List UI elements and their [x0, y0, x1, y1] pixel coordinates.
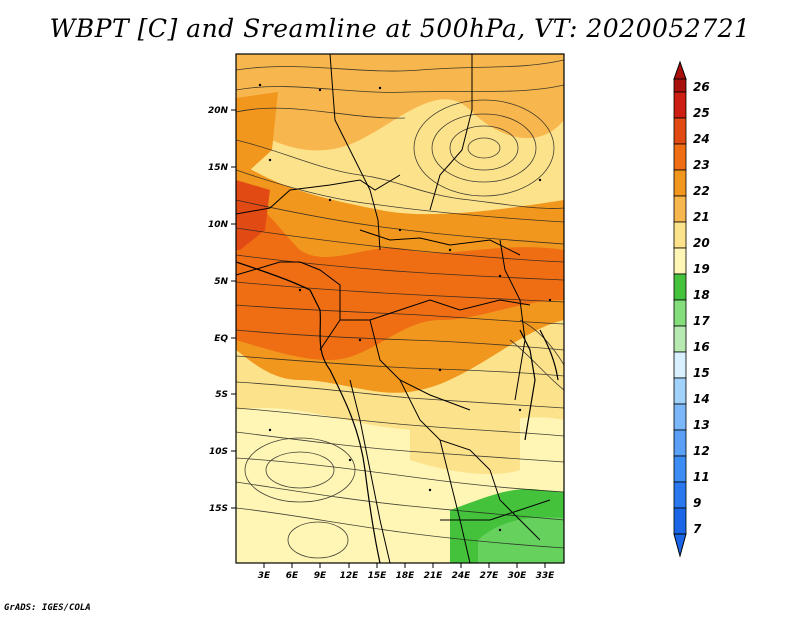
lon-tick-33e: 33E: [536, 571, 556, 581]
lat-tick-10s: 10S: [209, 447, 228, 457]
lat-tick-eq: EQ: [214, 334, 228, 344]
colorbar: 26 25 24 23 22 21 20 19 18 17 16 15 14 1…: [673, 60, 710, 558]
colorbar-arrow-bottom: [673, 533, 687, 558]
chart-title: WBPT [C] and Sreamline at 500hPa, VT: 20…: [49, 14, 751, 43]
colorbar-label: 14: [693, 392, 710, 406]
lon-tick-3e: 3E: [258, 571, 271, 581]
lat-tick-5n: 5N: [214, 277, 228, 287]
lon-tick-30e: 30E: [508, 571, 528, 581]
colorbar-swatch: [673, 78, 687, 93]
lon-tick-18e: 18E: [396, 571, 416, 581]
lon-tick-24e: 24E: [452, 571, 472, 581]
coastline: [236, 261, 559, 563]
streamlines: [236, 59, 564, 559]
colorbar-label: 17: [693, 314, 710, 328]
colorbar-label: 22: [693, 184, 710, 198]
wbpt-field: [236, 54, 564, 563]
colorbar-label: 12: [693, 444, 710, 458]
colorbar-swatch: [673, 429, 687, 457]
colorbar-label: 13: [693, 418, 710, 432]
lon-tick-9e: 9E: [314, 571, 327, 581]
colorbar-swatch: [673, 325, 687, 353]
field-20-east: [520, 130, 564, 190]
colorbar-swatch: [673, 273, 687, 301]
colorbar-label: 24: [693, 132, 710, 146]
lat-tick-5s: 5S: [215, 390, 228, 400]
colorbar-swatch: [673, 455, 687, 483]
colorbar-label: 15: [693, 366, 710, 380]
lon-axis: 3E 6E 9E 12E 15E 18E 21E 24E 27E 30E 33E: [258, 563, 555, 581]
lon-tick-15e: 15E: [368, 571, 388, 581]
colorbar-swatch: [673, 377, 687, 405]
colorbar-swatch: [673, 481, 687, 509]
colorbar-label: 11: [693, 470, 710, 484]
lon-tick-27e: 27E: [480, 571, 500, 581]
lon-tick-21e: 21E: [424, 571, 444, 581]
colorbar-label: 18: [693, 288, 710, 302]
lat-axis: 20N 15N 10N 5N EQ 5S 10S 15S: [208, 106, 236, 514]
field-17-south: [478, 517, 564, 563]
colorbar-label: 25: [693, 106, 710, 120]
lat-tick-15s: 15S: [209, 504, 228, 514]
colorbar-arrow-top: [673, 60, 687, 80]
lat-tick-10n: 10N: [208, 220, 229, 230]
colorbar-swatch: [673, 299, 687, 327]
field-22-nw: [236, 92, 278, 170]
colorbar-swatch: [673, 507, 687, 535]
field-24-west: [236, 180, 270, 250]
colorbar-label: 16: [693, 340, 710, 354]
lat-tick-15n: 15N: [208, 163, 229, 173]
colorbar-swatch: [673, 351, 687, 379]
lon-tick-6e: 6E: [286, 571, 299, 581]
wind-arrows: [258, 83, 552, 532]
colorbar-swatch: [673, 195, 687, 223]
colorbar-label: 26: [693, 80, 710, 94]
lon-tick-12e: 12E: [340, 571, 360, 581]
colorbar-label: 19: [693, 262, 710, 276]
map-frame: [235, 53, 565, 564]
colorbar-swatch: [673, 117, 687, 145]
colorbar-swatch: [673, 247, 687, 275]
field-21-north: [236, 54, 564, 151]
colorbar-swatch: [673, 91, 687, 119]
colorbar-swatch: [673, 143, 687, 171]
field-20-se: [410, 404, 520, 475]
colorbar-label: 23: [693, 158, 710, 172]
lat-tick-20n: 20N: [208, 106, 229, 116]
grads-credit: GrADS: IGES/COLA: [4, 603, 91, 613]
colorbar-swatch: [673, 221, 687, 249]
field-23: [236, 190, 564, 360]
country-borders: [236, 54, 551, 563]
colorbar-label: 7: [693, 522, 702, 536]
colorbar-label: 20: [693, 236, 710, 250]
colorbar-label: 9: [693, 496, 701, 510]
colorbar-swatch: [673, 169, 687, 197]
colorbar-label: 21: [693, 210, 710, 224]
colorbar-swatch: [673, 403, 687, 431]
